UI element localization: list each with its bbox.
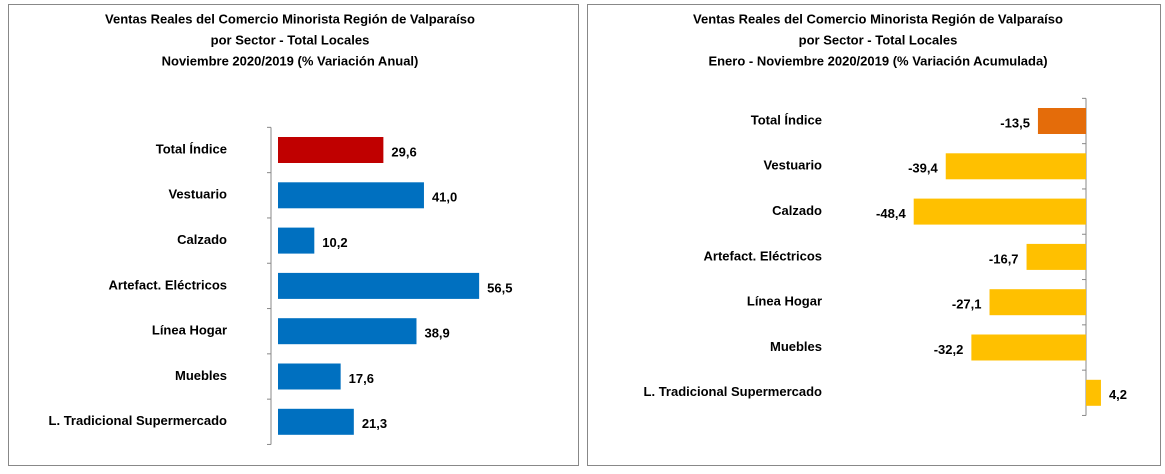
bar <box>989 289 1086 316</box>
bar <box>1037 108 1086 134</box>
value-label: 21,3 <box>362 416 387 431</box>
category-label: Línea Hogar <box>152 323 227 338</box>
value-label: 56,5 <box>487 280 512 295</box>
value-label: 38,9 <box>424 326 449 341</box>
category-label: L. Tradicional Supermercado <box>644 384 822 399</box>
bar <box>278 363 341 390</box>
chart-title: por Sector - Total Locales <box>211 32 370 47</box>
value-label: 4,2 <box>1109 387 1127 402</box>
category-label: L. Tradicional Supermercado <box>49 413 227 428</box>
category-label: Total Índice <box>751 112 822 127</box>
value-label: -48,4 <box>876 206 906 221</box>
chart-title: Ventas Reales del Comercio Minorista Reg… <box>105 11 475 26</box>
bar <box>913 198 1086 225</box>
bar <box>278 227 315 254</box>
category-label: Muebles <box>770 339 822 354</box>
category-label: Calzado <box>177 232 227 247</box>
bar <box>278 182 424 209</box>
bar <box>1026 243 1086 270</box>
category-label: Calzado <box>772 203 822 218</box>
value-label: -16,7 <box>989 251 1019 266</box>
value-label: -39,4 <box>908 161 938 176</box>
panel-border <box>8 4 579 466</box>
chart-title: Ventas Reales del Comercio Minorista Reg… <box>693 11 1063 26</box>
bar <box>278 137 384 163</box>
chart-title: por Sector - Total Locales <box>799 32 958 47</box>
value-label: -13,5 <box>1000 115 1030 130</box>
category-label: Vestuario <box>168 187 227 202</box>
chart-title: Noviembre 2020/2019 (% Variación Anual) <box>162 53 419 68</box>
value-label: 29,6 <box>391 144 416 159</box>
value-label: 41,0 <box>432 190 457 205</box>
value-label: -32,2 <box>934 342 964 357</box>
bar <box>278 408 354 435</box>
value-label: -27,1 <box>952 297 982 312</box>
category-label: Artefact. Eléctricos <box>704 248 823 263</box>
value-label: 10,2 <box>322 235 347 250</box>
category-label: Vestuario <box>763 158 822 173</box>
category-label: Línea Hogar <box>747 294 822 309</box>
bar <box>945 153 1086 180</box>
bar <box>278 318 417 345</box>
value-label: 17,6 <box>349 371 374 386</box>
category-label: Muebles <box>175 368 227 383</box>
category-label: Total Índice <box>156 141 227 156</box>
bar <box>278 272 480 299</box>
bar <box>1086 379 1101 406</box>
chart-title: Enero - Noviembre 2020/2019 (% Variación… <box>708 53 1047 68</box>
category-label: Artefact. Eléctricos <box>109 277 228 292</box>
panel-border <box>587 4 1161 466</box>
bar <box>971 334 1086 361</box>
